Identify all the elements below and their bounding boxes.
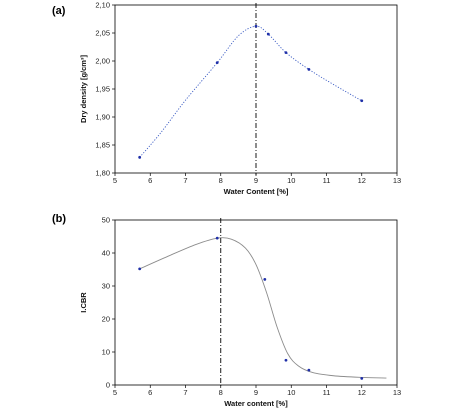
- y-tick-label: 30: [102, 282, 110, 291]
- data-point: [360, 99, 364, 103]
- fitted-curve: [139, 237, 387, 379]
- x-tick-label: 12: [358, 176, 366, 185]
- x-tick-label: 8: [219, 388, 223, 397]
- x-tick-label: 5: [113, 388, 117, 397]
- x-tick-label: 9: [254, 176, 258, 185]
- y-tick-label: 40: [102, 249, 110, 258]
- x-axis-label: Water content [%]: [224, 399, 288, 408]
- x-tick-label: 8: [219, 176, 223, 185]
- y-tick-label: 1,85: [95, 141, 110, 150]
- x-tick-label: 7: [183, 388, 187, 397]
- x-tick-label: 5: [113, 176, 117, 185]
- plot-frame: [114, 219, 398, 386]
- panel-label-a: (a): [52, 5, 66, 17]
- panel-label-b: (b): [52, 213, 66, 225]
- data-point: [307, 368, 311, 372]
- y-tick-label: 1,95: [95, 85, 110, 94]
- data-point: [138, 155, 142, 159]
- data-point: [215, 61, 219, 65]
- y-tick-label: 2,10: [95, 1, 110, 10]
- y-tick-label: 2,05: [95, 29, 110, 38]
- x-tick-label: 11: [323, 176, 331, 185]
- data-point: [266, 32, 270, 36]
- y-tick-label: 1,90: [95, 113, 110, 122]
- x-axis-label: Water Content [%]: [224, 187, 289, 196]
- x-tick-label: 10: [287, 176, 295, 185]
- y-tick-label: 2,00: [95, 57, 110, 66]
- chart-panel-b: 5 6 7 8 9 10 11 12 13 0 10 20 30 40 50 Water content [%…: [79, 216, 401, 408]
- x-tick-label: 6: [148, 388, 152, 397]
- y-tick-label: 20: [102, 315, 110, 324]
- x-tick-label: 7: [183, 176, 187, 185]
- x-tick-label: 10: [287, 388, 295, 397]
- data-point: [254, 24, 258, 28]
- y-axis-label: Dry density [g/cm³]: [79, 55, 88, 123]
- chart-panel-a: 5 6 7 8 9 10 11 12 13 1,80 1,85 1,90 1,95 2,00 2,05 2,1…: [79, 1, 401, 196]
- x-tick-label: 13: [393, 388, 401, 397]
- x-tick-label: 13: [393, 176, 401, 185]
- x-tick-label: 6: [148, 176, 152, 185]
- y-tick-label: 10: [102, 348, 110, 357]
- data-point: [284, 51, 288, 54]
- data-point: [215, 236, 219, 240]
- fitted-curve: [139, 25, 362, 158]
- x-tick-label: 11: [323, 388, 331, 397]
- data-point: [307, 68, 311, 71]
- y-tick-label: 50: [102, 216, 110, 225]
- data-point: [284, 358, 288, 362]
- data-point: [360, 377, 364, 380]
- x-tick-label: 12: [358, 388, 366, 397]
- y-axis-label: I.CBR: [79, 292, 88, 313]
- y-tick-label: 1,80: [95, 169, 110, 178]
- x-tick-label: 9: [254, 388, 258, 397]
- y-tick-label: 0: [106, 381, 110, 390]
- data-point: [138, 267, 142, 271]
- data-point: [263, 278, 267, 281]
